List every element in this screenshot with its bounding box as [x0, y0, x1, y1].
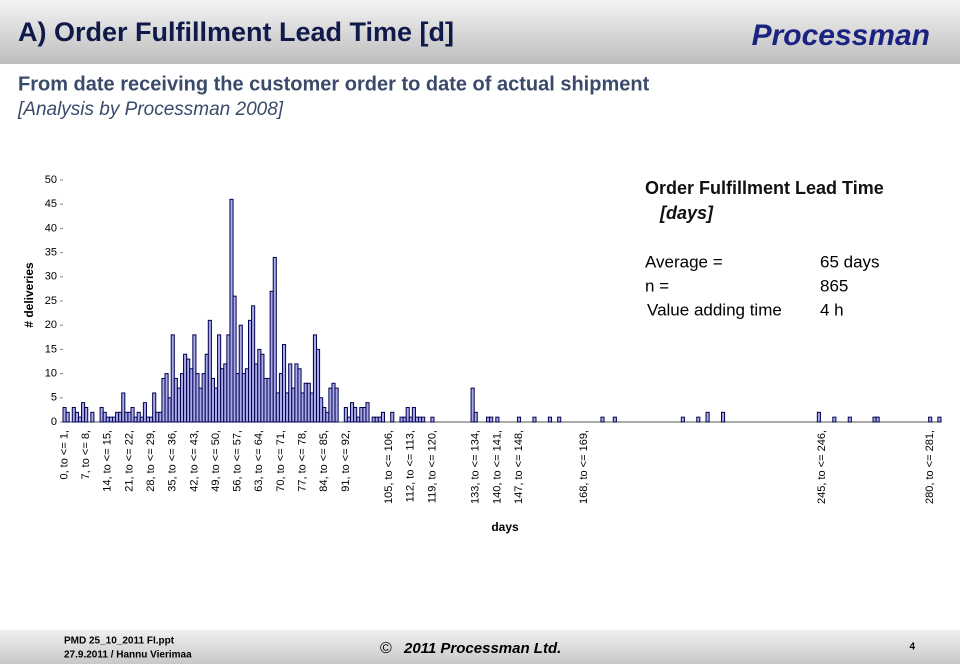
- y-tick-label: 45: [45, 198, 57, 210]
- bar: [532, 416, 537, 423]
- footer-file: PMD 25_10_2011 FI.ppt: [64, 636, 175, 647]
- stats-value: 65 days: [820, 252, 880, 271]
- x-tick-label: 56, to <= 57,: [232, 430, 244, 492]
- footer-copyright: ©: [380, 640, 392, 657]
- subtitle: From date receiving the customer order t…: [18, 73, 650, 95]
- bar: [232, 295, 237, 423]
- bar: [816, 411, 821, 423]
- x-tick-label: 84, to <= 85,: [318, 430, 330, 492]
- bar: [353, 406, 358, 423]
- y-tick-label: 0: [51, 416, 57, 428]
- bar: [65, 411, 70, 423]
- title: A) Order Fulfillment Lead Time [d]: [18, 17, 454, 47]
- header-band: [0, 0, 960, 64]
- bar: [937, 416, 942, 423]
- bar: [207, 319, 212, 423]
- x-tick-label: 28, to <= 29,: [145, 430, 157, 492]
- footer-company: 2011 Processman Ltd.: [403, 640, 561, 657]
- bar: [90, 411, 95, 423]
- bar: [495, 416, 500, 423]
- bar: [516, 416, 522, 423]
- bar: [130, 406, 135, 423]
- x-tick-label: 105, to <= 106,: [383, 430, 395, 504]
- x-tick-label: 0, to <= 1,: [58, 430, 70, 480]
- bar: [272, 256, 277, 423]
- stats-unit: [days]: [659, 203, 714, 223]
- y-tick-label: 15: [45, 343, 57, 355]
- logo: Processman: [752, 19, 930, 52]
- y-tick-label: 10: [45, 368, 57, 380]
- x-tick-label: 35, to <= 36,: [167, 430, 179, 492]
- bar: [121, 392, 126, 423]
- y-tick-label: 5: [51, 392, 57, 404]
- bar: [547, 416, 552, 423]
- bar: [721, 411, 726, 423]
- x-tick-label: 119, to <= 120,: [426, 430, 438, 503]
- x-tick-label: 21, to <= 22,: [123, 430, 135, 492]
- x-tick-label: 91, to <= 92,: [340, 430, 352, 492]
- stats-label: Average =: [645, 252, 723, 271]
- y-tick-label: 35: [45, 247, 57, 259]
- bar: [282, 344, 287, 423]
- bar: [380, 411, 386, 423]
- bar: [316, 348, 321, 423]
- x-axis-label: days: [491, 520, 519, 534]
- x-tick-label: 63, to <= 64,: [253, 430, 265, 492]
- bar: [696, 416, 701, 423]
- bar: [390, 411, 395, 423]
- bar: [411, 406, 416, 423]
- bar: [84, 406, 89, 423]
- bar: [152, 392, 157, 423]
- x-tick-label: 77, to <= 78,: [297, 430, 309, 492]
- x-tick-label: 133, to <= 134,: [470, 430, 482, 504]
- x-tick-label: 70, to <= 71,: [275, 430, 287, 492]
- y-tick-label: 20: [45, 319, 57, 331]
- bar: [557, 416, 562, 423]
- x-tick-label: 42, to <= 43,: [188, 430, 200, 492]
- bar: [343, 406, 348, 423]
- bar: [489, 416, 494, 423]
- stats-label: n =: [645, 276, 669, 295]
- x-tick-label: 112, to <= 113,: [405, 430, 417, 502]
- bar: [705, 411, 710, 423]
- bar: [334, 387, 339, 423]
- y-tick-label: 30: [45, 271, 57, 283]
- bar: [680, 416, 685, 423]
- x-tick-label: 168, to <= 169,: [578, 430, 590, 504]
- footer-band: [0, 630, 960, 664]
- bar: [405, 406, 410, 423]
- bar: [875, 416, 880, 423]
- x-tick-label: 147, to <= 148,: [513, 430, 525, 504]
- stats-title: Order Fulfillment Lead Time: [645, 178, 884, 198]
- y-axis-label: # deliveries: [22, 262, 36, 328]
- x-tick-label: 280, to <= 281,: [924, 430, 936, 504]
- bar: [612, 416, 617, 423]
- y-tick-label: 50: [45, 174, 57, 186]
- bar: [600, 416, 605, 423]
- stats-value: 865: [820, 276, 848, 295]
- y-tick-label: 40: [45, 222, 57, 234]
- bar: [365, 402, 370, 423]
- x-tick-label: 245, to <= 246,: [816, 430, 828, 504]
- footer-date: 27.9.2011 / Hannu Vierimaa: [64, 650, 192, 661]
- y-tick-label: 25: [45, 295, 57, 307]
- bar: [421, 416, 426, 423]
- x-tick-label: 140, to <= 141,: [491, 430, 503, 504]
- bar: [832, 416, 837, 423]
- bar: [928, 416, 933, 423]
- bar: [847, 416, 852, 423]
- stats-label: Value adding time: [647, 300, 782, 319]
- bar: [473, 411, 478, 423]
- x-tick-label: 7, to <= 8,: [80, 430, 92, 480]
- bar: [142, 402, 147, 423]
- subtitle-2: [Analysis by Processman 2008]: [17, 99, 284, 120]
- stats-value: 4 h: [820, 300, 844, 319]
- bar: [470, 387, 475, 423]
- x-tick-label: 14, to <= 15,: [102, 430, 114, 492]
- bar: [430, 416, 435, 423]
- x-tick-label: 49, to <= 50,: [210, 430, 222, 492]
- page-number: 4: [909, 642, 915, 653]
